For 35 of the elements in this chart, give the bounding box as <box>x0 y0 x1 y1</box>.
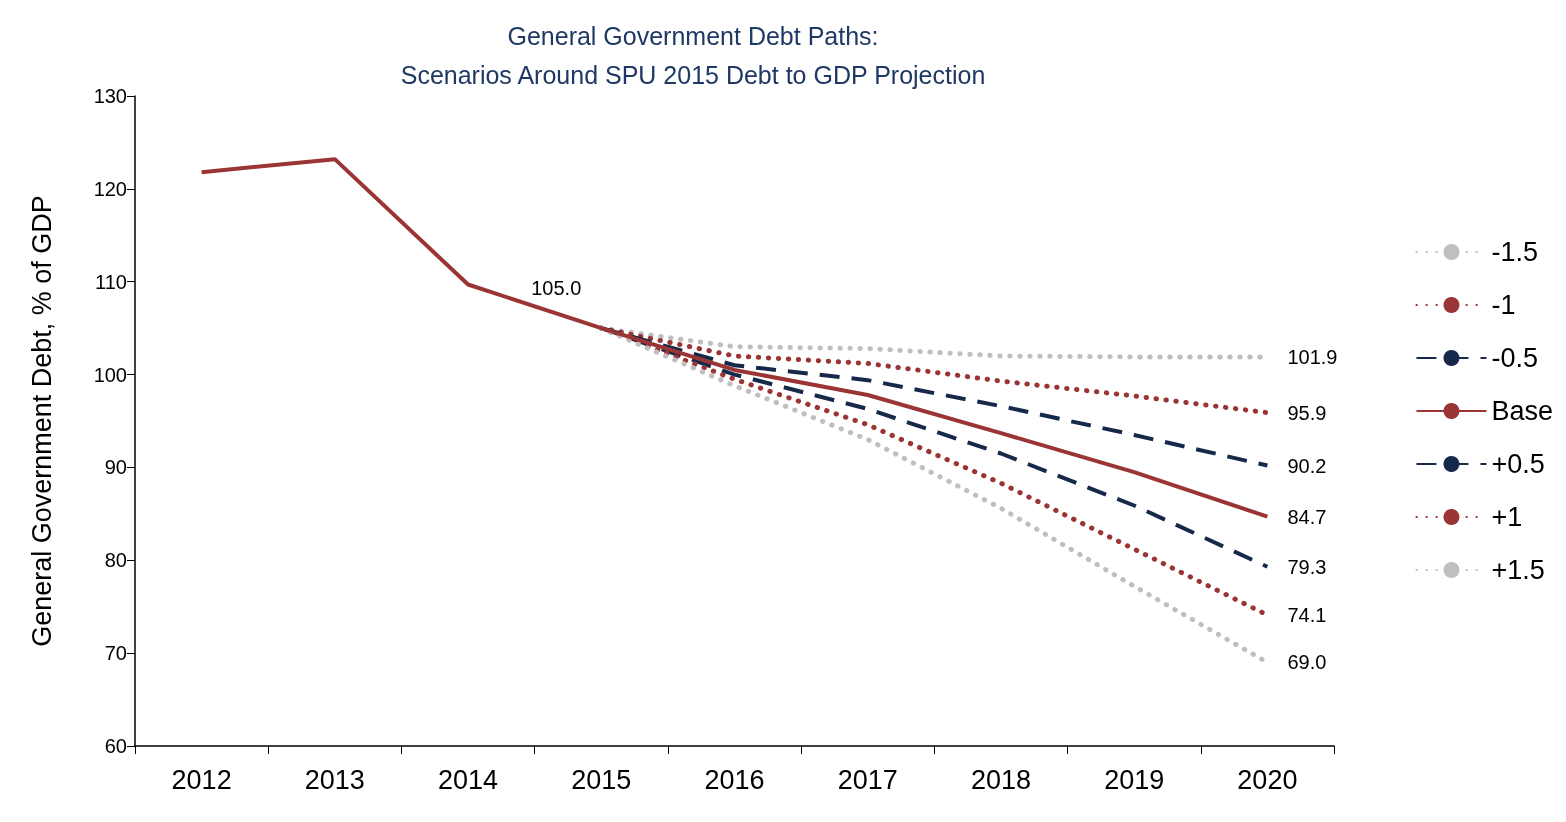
data-label: 101.9 <box>1287 345 1338 368</box>
y-tick-label: 90 <box>104 456 127 479</box>
x-tick-label: 2015 <box>571 764 632 795</box>
x-tick-label: 2018 <box>970 764 1031 795</box>
chart-title: General Government Debt Paths: <box>507 21 879 50</box>
x-tick-label: 2017 <box>837 764 898 795</box>
y-tick-label: 110 <box>95 270 127 293</box>
legend-label: -1.5 <box>1491 237 1538 267</box>
data-label: 95.9 <box>1287 401 1327 424</box>
legend-label: +1.5 <box>1491 555 1545 585</box>
data-label: 84.7 <box>1287 505 1327 528</box>
legend-label: +0.5 <box>1491 449 1545 479</box>
y-tick-label: 80 <box>104 549 127 572</box>
legend-label: -1 <box>1491 290 1516 320</box>
y-axis-title: General Government Debt, % of GDP <box>26 195 57 647</box>
x-tick-label: 2013 <box>304 764 365 795</box>
x-tick-label: 2019 <box>1104 764 1165 795</box>
x-tick-label: 2020 <box>1237 764 1298 795</box>
y-tick-label: 60 <box>104 735 127 757</box>
data-label: 105.0 <box>531 277 582 300</box>
y-tick-label: 130 <box>93 85 127 107</box>
y-tick-label: 70 <box>104 642 127 665</box>
chart-subtitle: Scenarios Around SPU 2015 Debt to GDP Projection <box>400 60 986 89</box>
y-tick-label: 100 <box>93 363 127 386</box>
legend-label: -0.5 <box>1491 343 1538 373</box>
x-tick-label: 2012 <box>171 764 232 795</box>
legend-label: Base <box>1491 396 1554 426</box>
x-tick-label: 2014 <box>438 764 499 795</box>
data-label: 79.3 <box>1287 555 1327 578</box>
data-label: 74.1 <box>1287 604 1327 627</box>
data-label: 69.0 <box>1287 651 1327 674</box>
x-tick-label: 2016 <box>704 764 765 795</box>
data-label: 90.2 <box>1287 454 1327 477</box>
y-tick-label: 120 <box>93 177 127 200</box>
legend-label: +1 <box>1491 502 1523 532</box>
